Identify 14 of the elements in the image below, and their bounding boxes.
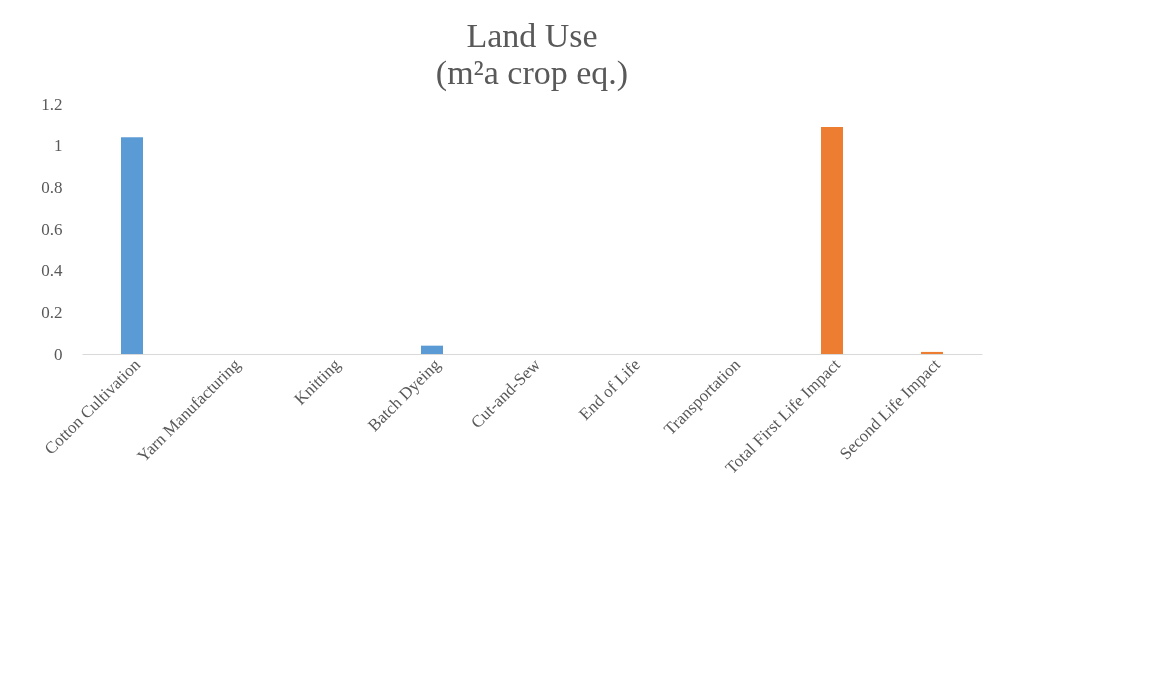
bar [921,351,943,354]
y-tick-label: 0.8 [41,177,63,197]
y-tick-label: 0.4 [41,261,63,281]
bar [121,137,143,354]
y-tick-label: 0.2 [41,302,63,322]
y-tick-label: 1 [54,136,63,156]
chart-title: Land Use [466,17,598,54]
x-tick-label: End of Life [575,355,645,424]
y-tick-label: 0 [54,344,63,364]
y-tick-label: 1.2 [41,94,63,114]
bar [821,126,843,354]
chart-subtitle: (m²a crop eq.) [435,54,629,92]
y-tick-label: 0.6 [41,219,63,239]
bar [421,345,443,354]
